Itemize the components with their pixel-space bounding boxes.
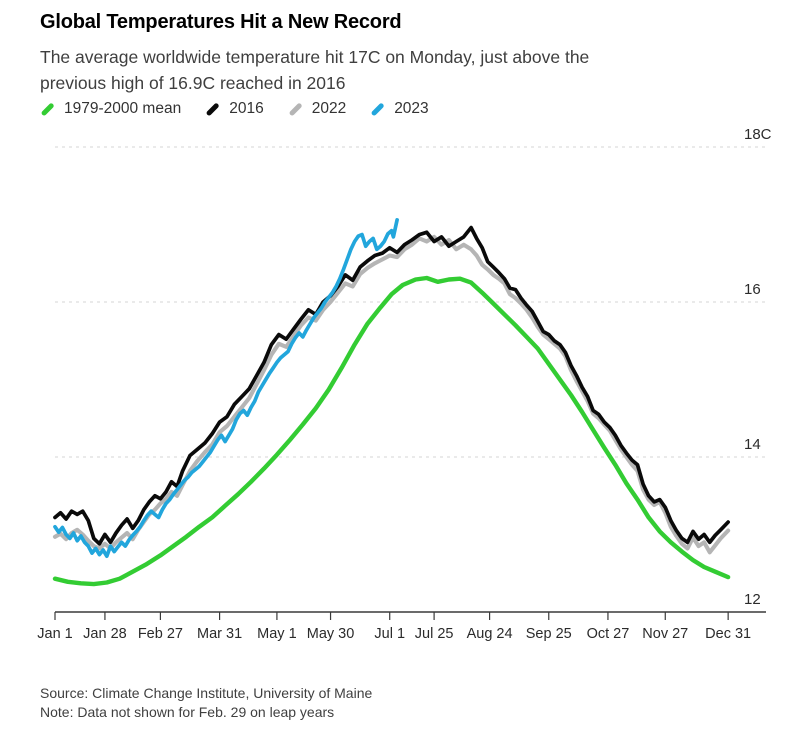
series-line-2016 [53,225,730,546]
x-tick-label: Jul 1 [374,626,405,642]
x-tick-label: Aug 24 [467,626,513,642]
legend-label-2023: 2023 [394,100,429,117]
series-line-2022 [52,234,731,555]
leap-year-note: Note: Data not shown for Feb. 29 on leap… [40,704,335,720]
legend-item-mean: 1979-2000 mean [40,100,181,118]
y-axis-label: 18C [744,126,772,143]
legend-item-2023: 2023 [370,100,429,118]
x-tick-label: Sep 25 [526,626,572,642]
chart-footer: Source: Climate Change Institute, Univer… [40,684,372,722]
legend-label-2022: 2022 [311,100,347,117]
page-title: Global Temperatures Hit a New Record [40,11,402,33]
subtitle-line-2: previous high of 16.9C reached in 2016 [40,73,346,93]
x-tick-label: May 30 [307,626,355,642]
x-tick-label: Jul 25 [415,626,454,642]
x-tick-label: Nov 27 [642,626,688,642]
legend-item-2022: 2022 [288,100,346,118]
x-tick-label: Dec 31 [705,626,751,642]
x-tick-label: Feb 27 [138,626,183,642]
x-tick-label: Oct 27 [587,626,630,642]
source-note: Source: Climate Change Institute, Univer… [40,685,373,701]
y-axis-label: 14 [744,436,761,453]
subtitle: The average worldwide temperature hit 17… [40,44,589,96]
chart-legend: 1979-2000 mean 2016 2022 2023 [40,100,429,118]
x-tick-label: Mar 31 [197,626,242,642]
series-line-2023 [53,218,399,559]
series-line-1979-2000-mean [52,275,731,587]
legend-label-2016: 2016 [229,100,264,117]
y-axis-label: 12 [744,591,761,608]
x-tick-label: May 1 [257,626,297,642]
subtitle-line-1: The average worldwide temperature hit 17… [40,47,590,67]
x-tick-label: Jan 28 [83,626,127,642]
x-tick-label: Jan 1 [37,626,72,642]
legend-label-mean: 1979-2000 mean [64,100,182,117]
y-axis-label: 16 [744,281,761,298]
legend-item-2016: 2016 [205,100,264,118]
